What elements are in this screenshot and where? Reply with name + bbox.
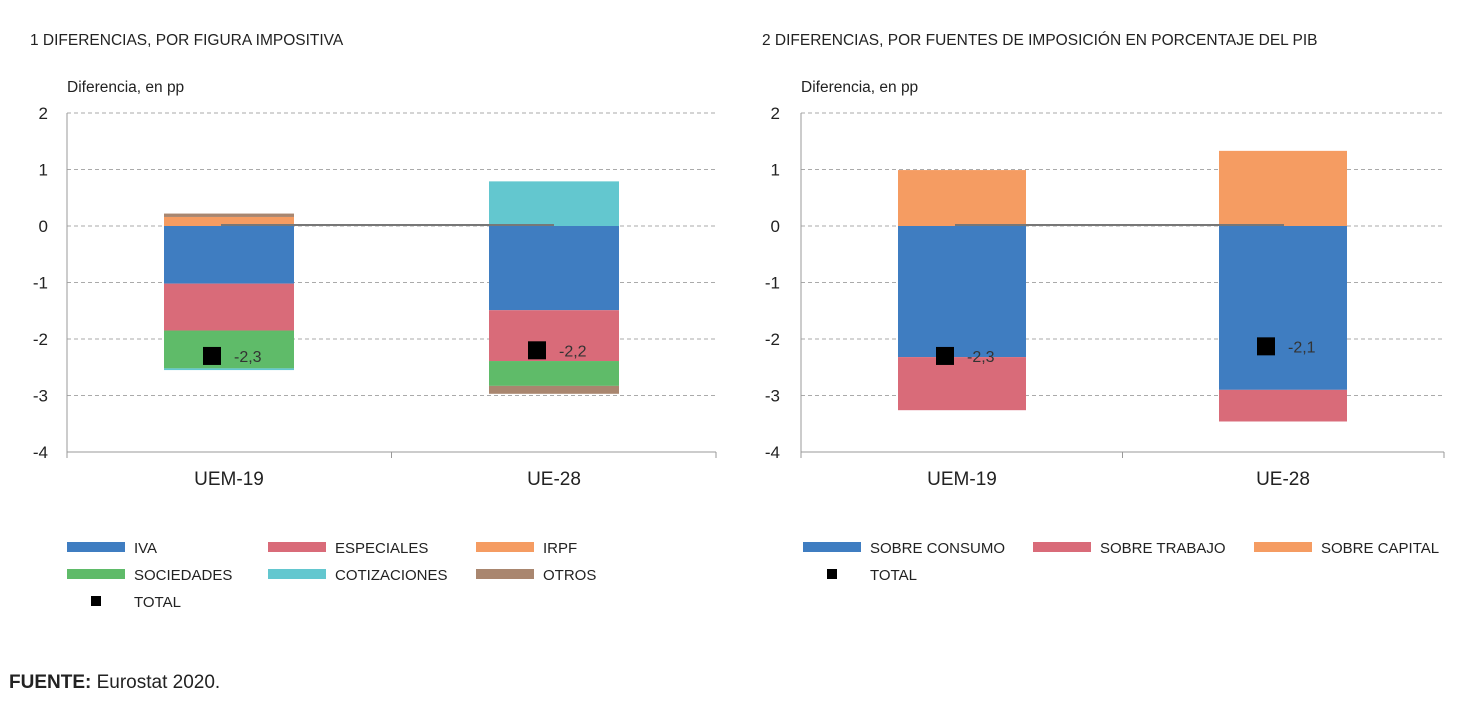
y-axis-label: Diferencia, en pp (801, 79, 918, 96)
legend-swatch (1033, 542, 1091, 552)
total-marker (1257, 337, 1275, 356)
bar-segment-iva (489, 226, 619, 311)
bar-segment-sobre-consumo (898, 226, 1026, 358)
legend-label: TOTAL (134, 594, 181, 611)
legend-label: TOTAL (870, 567, 917, 584)
y-tick-label: 0 (39, 217, 48, 236)
y-tick-label: -2 (33, 330, 48, 349)
total-data-label: -2,1 (1288, 339, 1316, 356)
legend-label: OTROS (543, 567, 596, 584)
bar-segment-cotizaciones (489, 181, 619, 226)
source-note: FUENTE: Eurostat 2020. (9, 672, 220, 694)
y-axis-label: Diferencia, en pp (67, 79, 184, 96)
total-marker (528, 341, 546, 360)
bar-segment-sociedades (164, 330, 294, 369)
chart-title: 1 DIFERENCIAS, POR FIGURA IMPOSITIVA (30, 32, 344, 49)
bar-segment-especiales (489, 310, 619, 362)
chart-title: 2 DIFERENCIAS, POR FUENTES DE IMPOSICIÓN… (762, 32, 1318, 49)
legend-label: SOBRE TRABAJO (1100, 540, 1226, 557)
bar-segment-irpf (164, 216, 294, 226)
y-tick-label: -3 (33, 387, 48, 406)
bar-segment-especiales (164, 283, 294, 331)
legend-label: SOBRE CONSUMO (870, 540, 1005, 557)
total-marker (203, 346, 221, 365)
y-tick-label: 1 (771, 161, 780, 180)
source-text: Eurostat 2020. (96, 672, 221, 693)
y-tick-label: -4 (765, 443, 780, 462)
total-data-label: -2,2 (559, 343, 587, 360)
bar-segment-sociedades (489, 361, 619, 386)
bar-segment-sobre-trabajo (1219, 389, 1347, 422)
legend-swatch (476, 542, 534, 552)
bar-segment-sobre-capital (1219, 150, 1347, 226)
legend-label: SOCIEDADES (134, 567, 232, 584)
x-category-label: UEM-19 (194, 469, 264, 490)
total-data-label: -2,3 (967, 349, 995, 366)
y-tick-label: -4 (33, 443, 48, 462)
legend-label: IRPF (543, 540, 577, 557)
legend-label: IVA (134, 540, 157, 557)
legend-swatch (803, 542, 861, 552)
bar-segment-sobre-capital (898, 170, 1026, 226)
total-data-label: -2,3 (234, 349, 262, 366)
bar-segment-otros (489, 385, 619, 394)
y-tick-label: -2 (765, 330, 780, 349)
y-tick-label: 1 (39, 161, 48, 180)
legend-total-marker (91, 596, 101, 606)
y-tick-label: -1 (765, 274, 780, 293)
legend-swatch (67, 542, 125, 552)
legend-swatch (268, 542, 326, 552)
legend-total-marker (827, 569, 837, 579)
x-category-label: UE-28 (527, 469, 581, 490)
legend-swatch (67, 569, 125, 579)
legend-label: SOBRE CAPITAL (1321, 540, 1439, 557)
bar-segment-otros (164, 213, 294, 217)
x-category-label: UEM-19 (927, 469, 997, 490)
bar-segment-sobre-consumo (1219, 226, 1347, 390)
source-label: FUENTE: (9, 672, 92, 693)
y-tick-label: 2 (771, 104, 780, 123)
bar-segment-sobre-trabajo (898, 357, 1026, 411)
legend-label: ESPECIALES (335, 540, 428, 557)
legend-label: COTIZACIONES (335, 567, 448, 584)
bar-segment-cotizaciones (164, 368, 294, 371)
y-tick-label: 2 (39, 104, 48, 123)
bar-segment-iva (164, 226, 294, 284)
legend-swatch (476, 569, 534, 579)
legend-swatch (268, 569, 326, 579)
total-marker (936, 346, 954, 365)
y-tick-label: 0 (771, 217, 780, 236)
legend-swatch (1254, 542, 1312, 552)
y-tick-label: -1 (33, 274, 48, 293)
x-category-label: UE-28 (1256, 469, 1310, 490)
y-tick-label: -3 (765, 387, 780, 406)
